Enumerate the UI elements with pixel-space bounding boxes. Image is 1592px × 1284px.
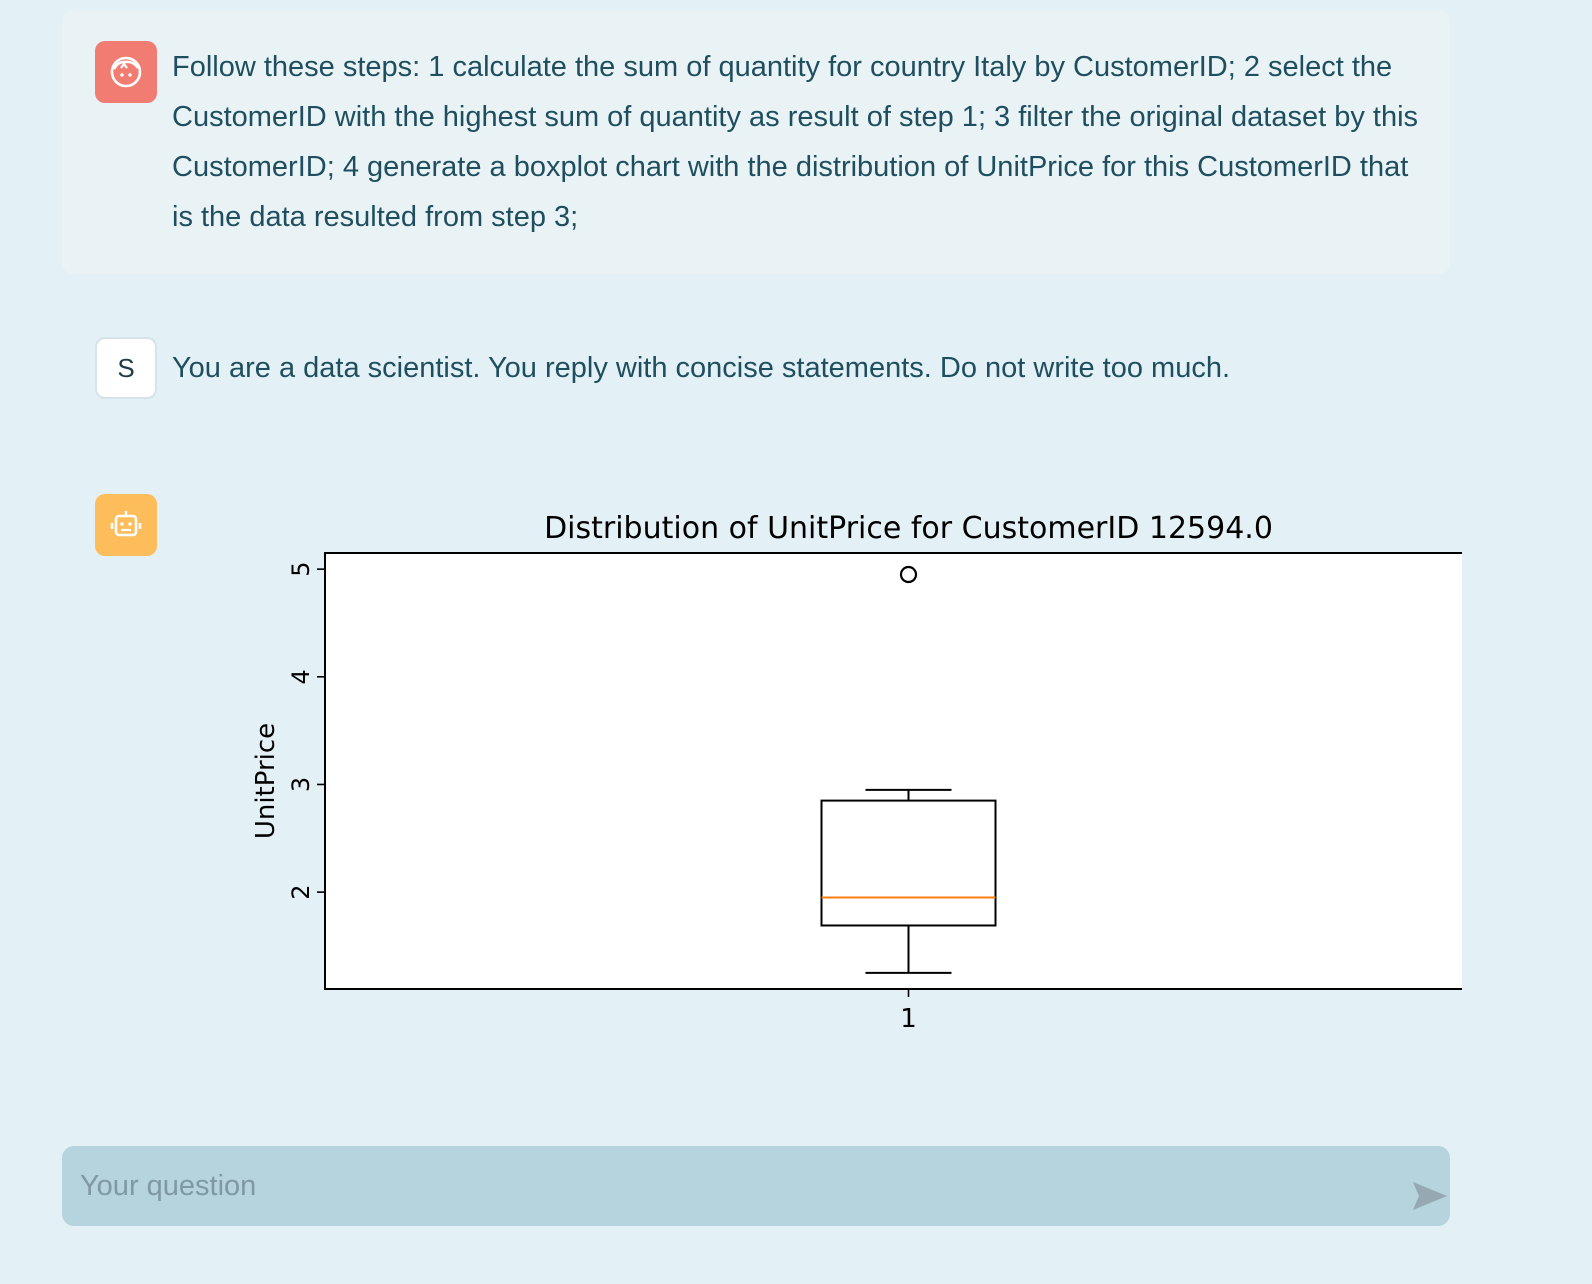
user-avatar: [95, 41, 157, 103]
x-tick-label: 1: [900, 1004, 917, 1034]
face-icon: [110, 56, 142, 88]
user-message-text: Follow these steps: 1 calculate the sum …: [172, 51, 1419, 233]
user-message: Follow these steps: 1 calculate the sum …: [62, 10, 1450, 274]
plot-area: [324, 552, 1462, 990]
send-button[interactable]: [1410, 1176, 1450, 1216]
robot-icon: [110, 511, 142, 537]
boxplot-chart: Distribution of UnitPrice for CustomerID…: [251, 511, 1462, 1034]
question-input[interactable]: [62, 1146, 1362, 1226]
system-message: S You are a data scientist. You reply wi…: [62, 336, 1450, 400]
y-tick-label: 3: [287, 777, 315, 792]
question-input-bar: [62, 1146, 1450, 1226]
send-icon: [1413, 1182, 1447, 1210]
chart-title: Distribution of UnitPrice for CustomerID…: [544, 511, 1273, 546]
y-tick-label: 2: [287, 884, 315, 899]
system-message-text: You are a data scientist. You reply with…: [172, 352, 1231, 384]
box-iqr: [820, 799, 997, 927]
system-avatar: S: [95, 337, 157, 399]
assistant-message: Distribution of UnitPrice for CustomerID…: [62, 494, 1462, 1054]
y-axis-label: UnitPrice: [251, 723, 281, 839]
y-tick-label: 5: [287, 562, 315, 577]
y-tick-label: 4: [287, 669, 315, 684]
outlier-point: [899, 565, 918, 584]
assistant-avatar: [95, 494, 157, 556]
